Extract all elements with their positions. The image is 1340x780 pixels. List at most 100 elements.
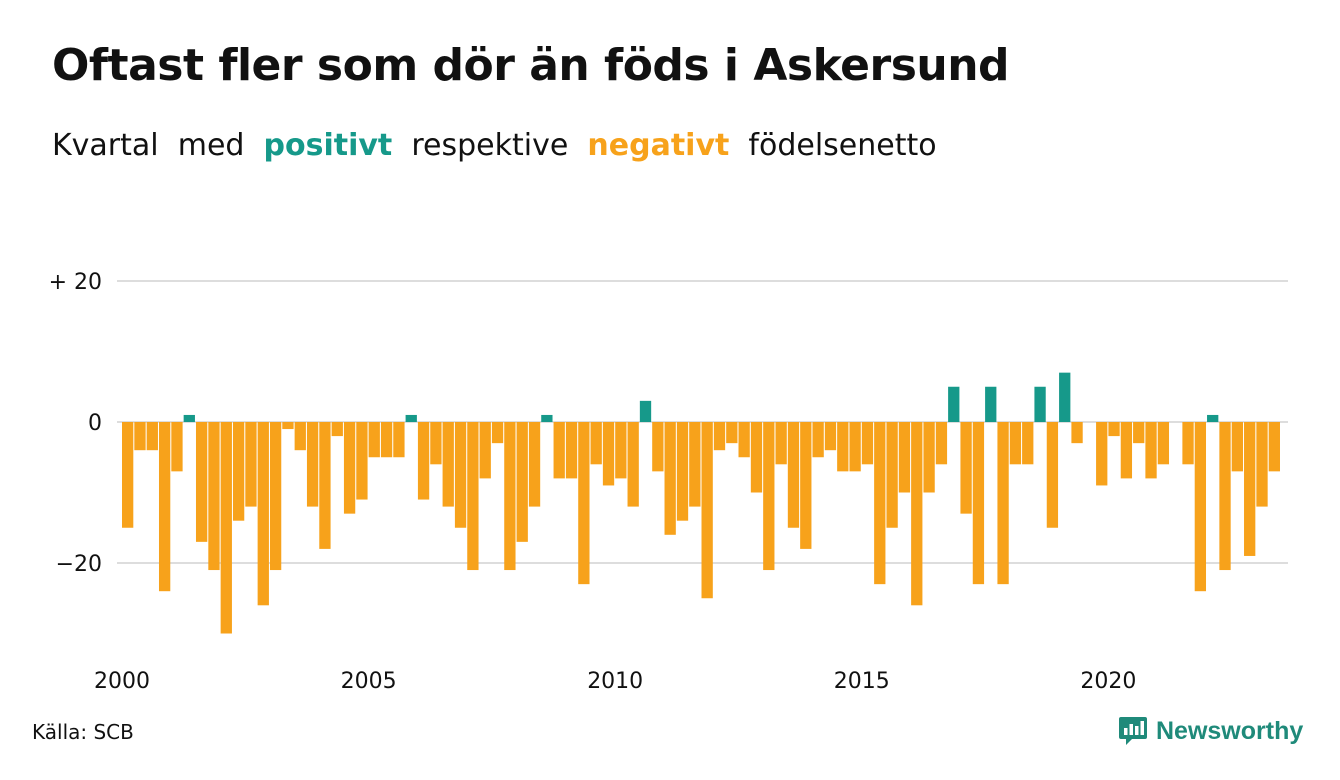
chart-title: Oftast fler som dör än föds i Askersund (52, 40, 1010, 91)
bar-negative (343, 422, 356, 514)
y-tick-label: 0 (88, 411, 102, 436)
bar-negative (1182, 422, 1194, 465)
bar-negative (1133, 422, 1145, 444)
bar-negative (763, 422, 775, 571)
bar-negative (479, 422, 491, 479)
bar-negative (1244, 422, 1256, 556)
bar-negative (368, 422, 380, 458)
bar-positive (183, 414, 195, 422)
bar-negative (356, 422, 368, 500)
bar-negative (886, 422, 898, 528)
bar-negative (306, 422, 319, 507)
bar-negative (220, 422, 232, 634)
bar-negative (911, 422, 923, 606)
bar-negative (1231, 422, 1243, 472)
bar-negative (294, 422, 306, 451)
bar-chart: + 20 0 −20 2000 2005 2010 2015 2020 (49, 270, 1288, 694)
bar-negative (824, 422, 837, 451)
bar-negative (1108, 422, 1120, 437)
bar-negative (245, 422, 257, 507)
y-tick-label: + 20 (49, 270, 102, 295)
bar-negative (442, 422, 454, 507)
bar-negative (504, 422, 516, 571)
bar-positive (639, 400, 652, 422)
bar-positive (985, 386, 997, 422)
subtitle-word: födelsenetto (748, 128, 937, 163)
bar-negative (269, 422, 282, 571)
bar-negative (1157, 422, 1170, 465)
bar-negative (787, 422, 800, 528)
bar-negative (664, 422, 676, 535)
bar-negative (837, 422, 849, 472)
bar-positive (405, 414, 417, 422)
bar-negative (232, 422, 245, 521)
source-note: Källa: SCB (32, 720, 134, 744)
bar-negative (1009, 422, 1022, 465)
bar-negative (775, 422, 787, 465)
bar-negative (257, 422, 269, 606)
bar-negative (528, 422, 541, 507)
bar-negative (578, 422, 590, 585)
bar-negative (282, 422, 294, 430)
bar-positive (948, 386, 960, 422)
bar-negative (467, 422, 479, 571)
bar-negative (898, 422, 911, 493)
bar-negative (1096, 422, 1108, 486)
bar-negative (923, 422, 935, 493)
newsworthy-logo-icon (1119, 717, 1147, 745)
bar-negative (861, 422, 874, 465)
bar-negative (158, 422, 171, 592)
bar-negative (380, 422, 393, 458)
bar-negative (1071, 422, 1083, 444)
bar-negative (1022, 422, 1034, 465)
bar-positive (541, 414, 553, 422)
subtitle-word: med (177, 128, 245, 163)
brand-name: Newsworthy (1156, 716, 1304, 745)
subtitle-positive: positivt (263, 128, 393, 163)
bar-negative (676, 422, 689, 521)
bar-negative (195, 422, 208, 542)
bar-negative (713, 422, 726, 451)
bar-negative (689, 422, 701, 507)
bar-negative (849, 422, 861, 472)
x-tick-label: 2000 (94, 669, 150, 694)
bar-negative (590, 422, 602, 465)
brand-logo: Newsworthy (1118, 715, 1303, 747)
bar-negative (701, 422, 713, 599)
bar-negative (602, 422, 615, 486)
bar-negative (122, 422, 134, 528)
bar-negative (146, 422, 158, 451)
bar-negative (812, 422, 824, 458)
x-tick-label: 2015 (834, 669, 890, 694)
bar-negative (393, 422, 405, 458)
bar-negative (615, 422, 627, 479)
x-tick-label: 2020 (1080, 669, 1136, 694)
bar-negative (319, 422, 331, 549)
bar-negative (997, 422, 1009, 585)
bar-negative (627, 422, 639, 507)
subtitle-word: respektive (411, 128, 569, 163)
bar-negative (1046, 422, 1059, 528)
bar-negative (652, 422, 664, 472)
bar-negative (874, 422, 886, 585)
chart-subtitle: Kvartal med positivt respektive negativt… (52, 128, 937, 163)
bar-negative (208, 422, 220, 571)
bar-negative (1268, 422, 1280, 472)
subtitle-word: Kvartal (52, 128, 159, 163)
bar-negative (553, 422, 565, 479)
bar-negative (960, 422, 972, 514)
bar-positive (1034, 386, 1046, 422)
bar-negative (565, 422, 578, 479)
bar-negative (1256, 422, 1268, 507)
bar-negative (171, 422, 183, 472)
bar-negative (430, 422, 442, 465)
bar-negative (516, 422, 528, 542)
bar-negative (738, 422, 750, 458)
bar-negative (134, 422, 146, 451)
bar-negative (1145, 422, 1157, 479)
bar-positive (1059, 372, 1071, 422)
bar-negative (417, 422, 430, 500)
bar-negative (331, 422, 343, 437)
bar-negative (1219, 422, 1231, 571)
y-tick-label: −20 (56, 552, 102, 577)
